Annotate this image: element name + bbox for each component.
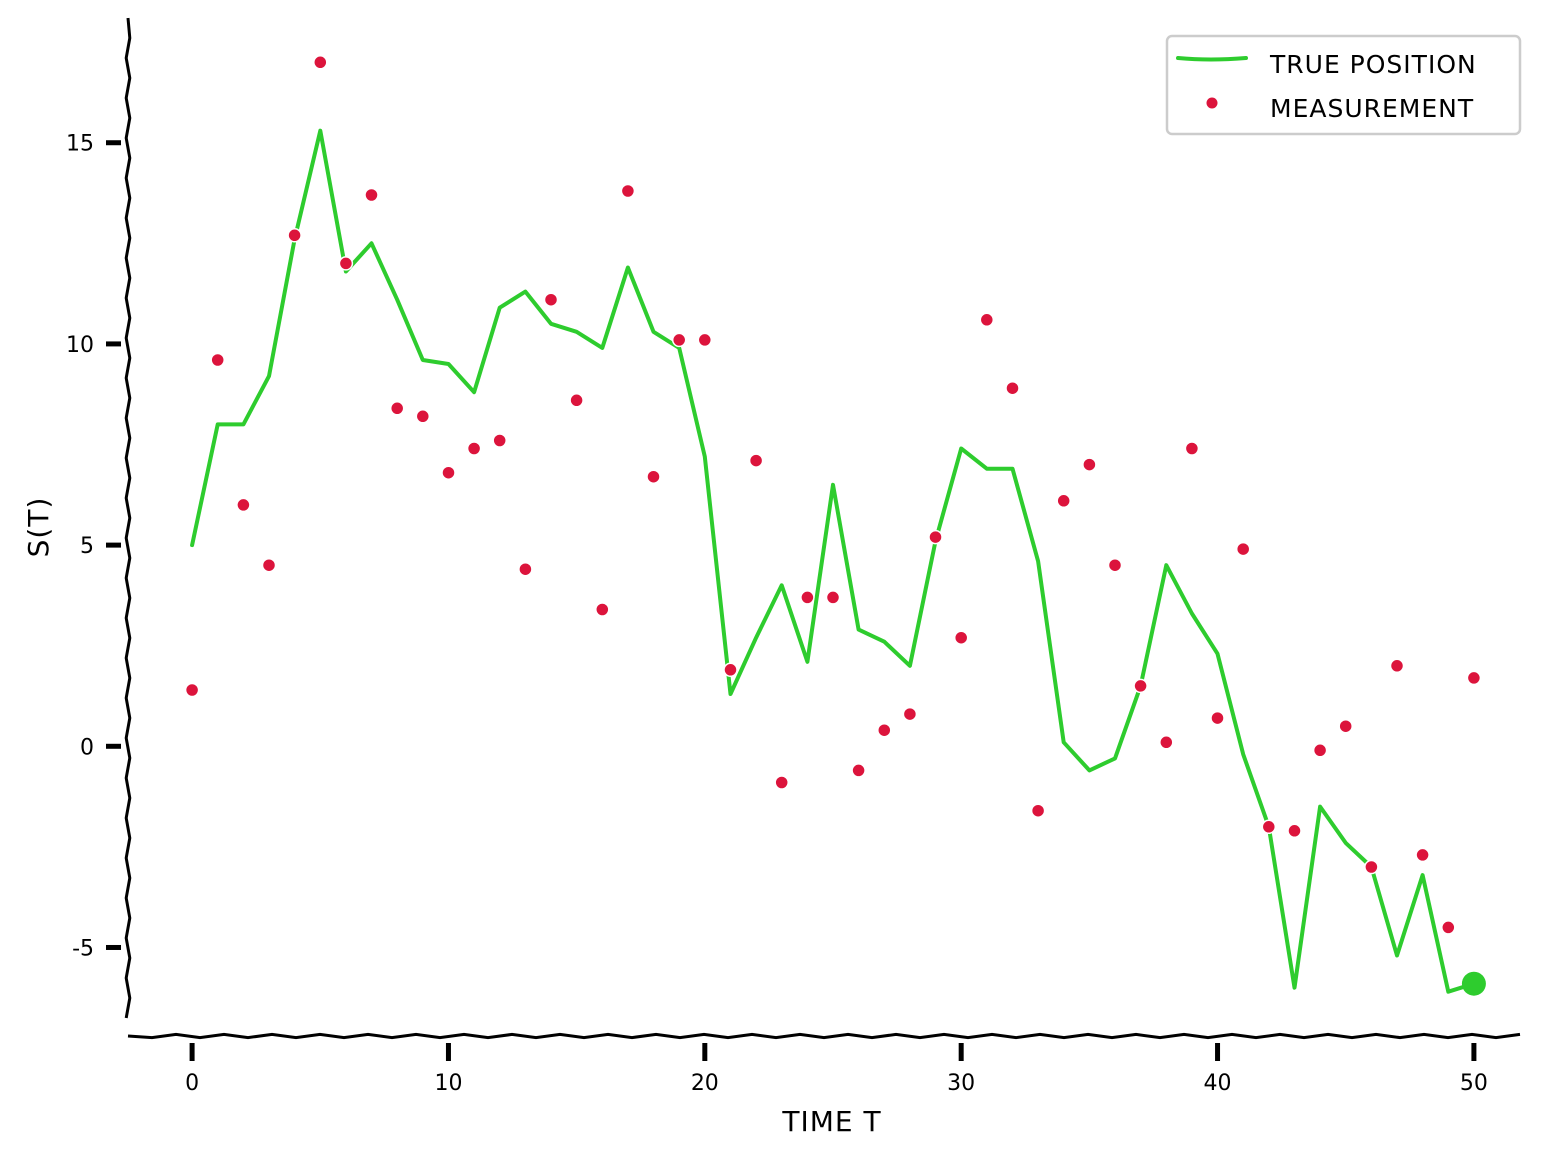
- measurement-point: [1235, 541, 1251, 557]
- measurement-point: [287, 228, 302, 243]
- x-tick-label: 0: [185, 1071, 199, 1096]
- ticks-group: 0 10 20 30 40 50 -5 0 5 10 15: [66, 132, 1488, 1096]
- measurement-point: [851, 763, 866, 778]
- measurement-point: [979, 312, 995, 328]
- measurement-point: [1466, 670, 1482, 686]
- x-tick-label: 30: [947, 1071, 975, 1096]
- y-tick-label: 0: [80, 735, 94, 760]
- measurement-point: [646, 469, 661, 484]
- measurement-point: [313, 55, 328, 70]
- measurement-point: [1107, 557, 1123, 573]
- x-tick-label: 10: [434, 1071, 462, 1096]
- measurement-point: [1133, 678, 1148, 694]
- series-line-true-position: [190, 128, 1476, 994]
- measurement-point: [543, 292, 559, 307]
- measurement-point: [1312, 743, 1328, 758]
- legend-point-swatch: [1206, 97, 1218, 109]
- y-tick-label: 10: [66, 333, 94, 358]
- x-axis-label: TIME T: [781, 1105, 881, 1138]
- measurement-point: [748, 453, 764, 468]
- measurement-point: [825, 590, 841, 605]
- measurement-point: [723, 662, 738, 678]
- measurement-point: [1082, 457, 1097, 472]
- measurement-point: [1415, 847, 1430, 863]
- measurement-point: [1056, 493, 1071, 509]
- legend-label-true-position: TRUE POSITION: [1269, 50, 1477, 79]
- measurement-point: [210, 352, 225, 368]
- measurement-point: [1210, 710, 1225, 726]
- measurement-point: [595, 602, 610, 617]
- measurement-point: [184, 682, 200, 698]
- measurement-point: [1287, 823, 1302, 839]
- measurement-point: [415, 409, 431, 424]
- measurement-point: [1338, 718, 1353, 734]
- legend-label-measurement: MEASUREMENT: [1270, 94, 1474, 123]
- legend: TRUE POSITION MEASUREMENT: [1165, 34, 1522, 136]
- measurement-point: [569, 393, 584, 408]
- y-tick-label: 15: [66, 132, 94, 157]
- measurement-point: [492, 433, 507, 448]
- y-axis-line: [124, 17, 132, 1019]
- measurement-point: [1441, 920, 1456, 935]
- measurement-point: [671, 332, 687, 348]
- measurement-point: [518, 561, 533, 577]
- x-tick-label: 40: [1204, 1071, 1232, 1096]
- measurement-point: [1364, 859, 1379, 875]
- measurement-point: [389, 401, 405, 416]
- measurement-point: [1030, 803, 1046, 818]
- measurement-point: [1389, 658, 1405, 674]
- measurement-point: [1159, 735, 1174, 750]
- measurement-point: [466, 441, 482, 456]
- measurement-point: [774, 775, 789, 790]
- x-tick-label: 20: [691, 1071, 719, 1096]
- measurement-point: [620, 183, 636, 199]
- measurement-point: [364, 187, 379, 203]
- measurement-point: [236, 497, 251, 513]
- measurement-point: [800, 590, 815, 605]
- y-axis-label: S(T): [22, 497, 55, 558]
- x-axis-line: [127, 1032, 1521, 1040]
- legend-box: [1165, 34, 1522, 136]
- end-marker-point: [1461, 971, 1486, 996]
- measurement-point: [928, 529, 943, 545]
- measurement-point: [338, 256, 354, 271]
- y-tick-label: -5: [72, 936, 94, 961]
- measurement-point: [877, 722, 892, 738]
- measurement-point: [1005, 380, 1020, 396]
- measurement-point: [441, 465, 456, 480]
- x-tick-label: 50: [1460, 1071, 1488, 1096]
- y-tick-label: 5: [80, 534, 94, 559]
- measurement-point: [902, 706, 918, 722]
- measurement-point: [1261, 819, 1277, 835]
- measurement-points-group: [184, 55, 1482, 935]
- measurement-point: [697, 332, 713, 348]
- measurement-point: [953, 630, 969, 645]
- measurement-point: [261, 557, 277, 573]
- legend-line-swatch: [1176, 56, 1248, 62]
- measurement-point: [1184, 441, 1200, 456]
